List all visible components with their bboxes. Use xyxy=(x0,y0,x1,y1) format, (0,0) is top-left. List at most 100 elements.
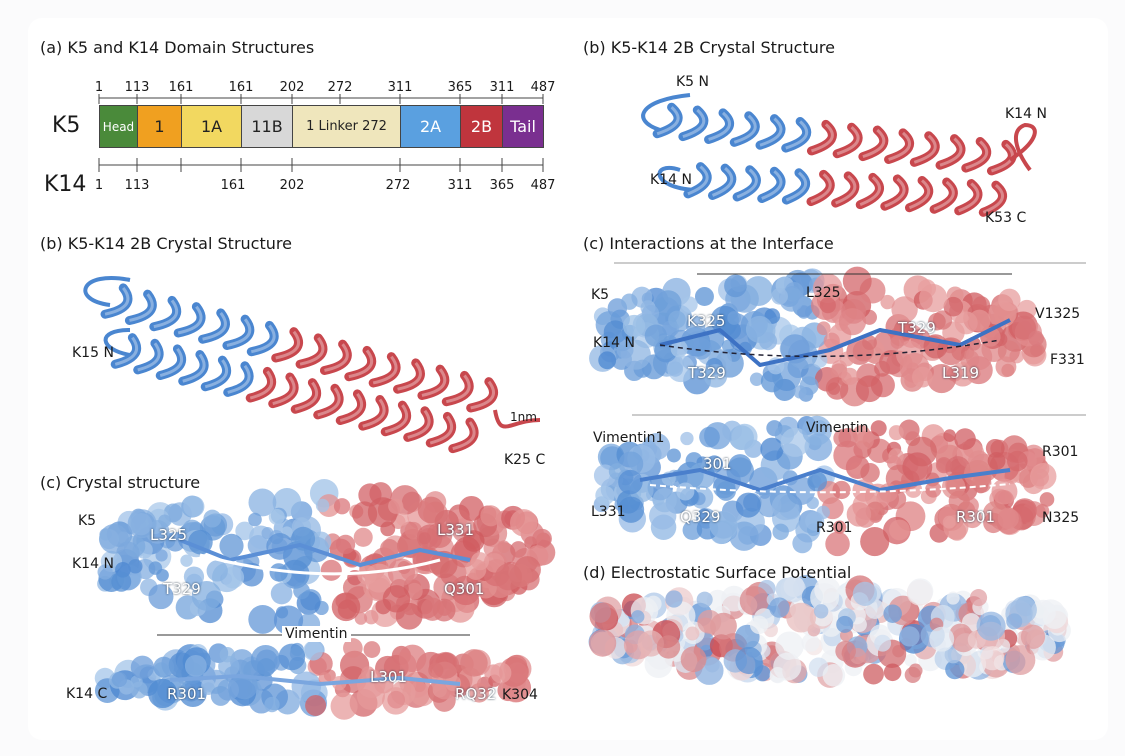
surface-crystal-upper xyxy=(183,495,205,518)
surface-interface-upper xyxy=(891,296,918,323)
helix-k5 xyxy=(888,131,912,161)
surface-crystal-lower xyxy=(153,656,175,678)
surface-crystal-lower xyxy=(184,654,207,677)
panel-c-left-title: (c) Crystal structure xyxy=(40,473,201,492)
helix-k5 xyxy=(397,361,422,391)
surface-interface-upper xyxy=(670,340,688,358)
panel-c-right-title: (c) Interactions at the Interface xyxy=(583,234,834,253)
residue-f331: F331 xyxy=(1050,352,1085,368)
domain-segment: 11B xyxy=(241,105,293,148)
surface-crystal-upper xyxy=(269,563,288,582)
surface-crystal-upper xyxy=(480,505,502,527)
panel-d-title: (d) Electrostatic Surface Potential xyxy=(583,563,852,582)
surface-interface-upper xyxy=(841,367,859,386)
helix-k5 xyxy=(858,125,889,162)
surface-interface-upper xyxy=(862,335,877,351)
helix-k5 xyxy=(348,349,373,379)
surface-interface-upper xyxy=(825,377,849,400)
surface-crystal-upper xyxy=(352,501,378,527)
surface-interface-lower xyxy=(860,526,890,557)
surface-electrostatic xyxy=(835,640,856,662)
surface-electrostatic xyxy=(883,663,902,682)
surface-interface-lower xyxy=(705,455,724,473)
surface-crystal-lower xyxy=(130,655,155,679)
helix-k5 xyxy=(961,136,992,173)
surface-electrostatic xyxy=(735,646,763,675)
surface-electrostatic xyxy=(685,626,700,641)
helix-k5 xyxy=(470,380,495,410)
helix-k14 xyxy=(362,398,386,428)
residue-l301: L301 xyxy=(370,668,407,686)
surface-crystal-upper xyxy=(123,535,146,557)
helix-k5 xyxy=(441,370,474,407)
k5-tick-label: 272 xyxy=(327,80,353,95)
side-chains xyxy=(179,538,471,567)
helix-k14 xyxy=(831,171,860,208)
helix-k5 xyxy=(202,311,227,341)
surface-crystal-lower xyxy=(219,647,235,663)
surface-interface-upper xyxy=(995,356,1017,378)
k14-tick-label: 365 xyxy=(489,178,515,193)
surface-interface-upper xyxy=(813,273,843,303)
surface-crystal-upper xyxy=(248,512,262,527)
surface-interface-upper xyxy=(919,284,948,313)
helix-k14 xyxy=(159,348,183,377)
surface-interface-upper xyxy=(681,296,698,313)
helix-k14 xyxy=(958,182,980,213)
k14-tick-label: 202 xyxy=(279,178,305,193)
label-k14-n: K14 N xyxy=(650,172,692,188)
label-k5: K5 xyxy=(78,513,97,529)
k14-label: K14 xyxy=(44,172,87,197)
helix-k14 xyxy=(806,169,835,207)
loop xyxy=(1008,122,1037,172)
surface-electrostatic xyxy=(946,591,960,605)
surface-crystal-upper xyxy=(315,498,330,513)
surface-electrostatic xyxy=(814,577,841,604)
surface-electrostatic xyxy=(696,591,713,608)
helix-k5 xyxy=(421,368,447,397)
surface-electrostatic xyxy=(1020,624,1046,649)
residue-l325: L325 xyxy=(150,526,187,544)
helix-k5 xyxy=(417,364,450,400)
k5-tick-label: 487 xyxy=(530,80,556,95)
helix-k5 xyxy=(226,318,252,347)
surface-interface-lower xyxy=(870,420,887,437)
surface-interface-upper xyxy=(616,341,634,359)
helix-k14 xyxy=(133,338,164,375)
helix-k14 xyxy=(978,180,1007,217)
surface-crystal-upper xyxy=(497,540,511,553)
surface-interface-upper xyxy=(943,296,964,317)
helix-k14 xyxy=(339,393,363,422)
residue-v1325: V1325 xyxy=(1035,306,1081,322)
surface-electrostatic xyxy=(749,615,769,635)
helix-k5 xyxy=(759,117,783,147)
loop xyxy=(641,93,701,192)
hbond xyxy=(659,339,1001,358)
surface-electrostatic xyxy=(769,597,790,618)
hbond xyxy=(199,553,441,576)
surface-interface-lower xyxy=(1035,503,1050,518)
domain-segment: Tail xyxy=(502,105,544,148)
k14-tick-label: 161 xyxy=(220,178,246,193)
surface-crystal-lower xyxy=(469,683,489,703)
helix-k14 xyxy=(272,376,296,406)
label-k14-n: K14 N xyxy=(72,556,114,572)
surface-interface-lower xyxy=(595,485,615,506)
surface-interface-upper xyxy=(703,364,728,388)
helix-k5 xyxy=(935,134,966,170)
helix-k5 xyxy=(271,327,303,363)
label-k15-n: K15 N xyxy=(72,345,114,361)
helix-k5 xyxy=(198,308,230,344)
surface-electrostatic xyxy=(980,646,1005,671)
surface-interface-upper xyxy=(771,287,788,305)
helix-k14 xyxy=(732,165,761,202)
domain-label: 1 Linker 272 xyxy=(306,119,387,134)
helix-k14 xyxy=(223,361,254,397)
surface-interface-lower xyxy=(997,507,1019,529)
side-chains xyxy=(639,468,1011,492)
surface-electrostatic xyxy=(929,626,955,652)
helix-k5 xyxy=(299,336,325,366)
surface-electrostatic xyxy=(969,589,988,607)
surface-crystal-upper xyxy=(462,530,485,552)
